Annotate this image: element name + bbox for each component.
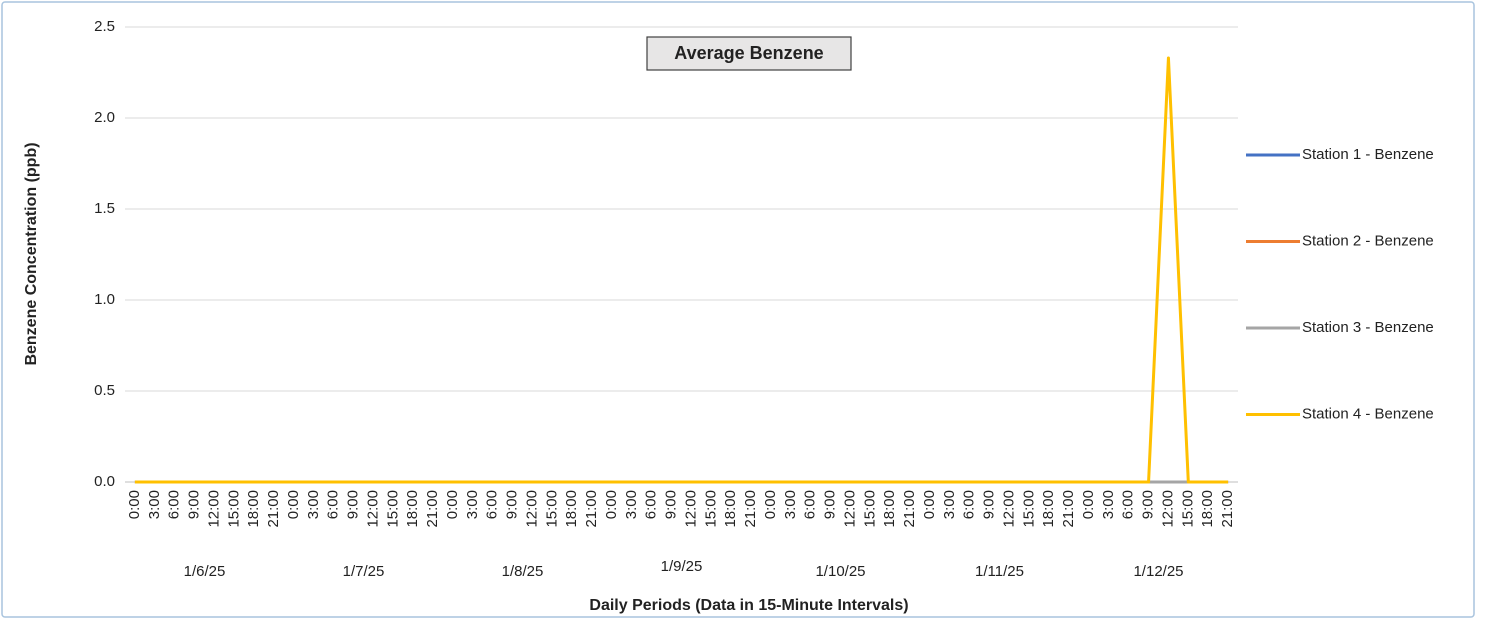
x-tick-label: 3:00 — [305, 490, 322, 519]
y-axis-label: Benzene Concentration (ppb) — [23, 142, 40, 365]
legend-label: Station 1 - Benzene — [1302, 146, 1434, 163]
x-tick-label: 18:00 — [881, 490, 898, 528]
x-tick-label: 9:00 — [345, 490, 362, 519]
x-tick-label: 0:00 — [285, 490, 302, 519]
x-tick-label: 3:00 — [782, 490, 799, 519]
x-tick-label: 6:00 — [166, 490, 183, 519]
x-tick-label: 6:00 — [961, 490, 978, 519]
y-tick-label: 2.0 — [94, 109, 115, 126]
series-line — [134, 56, 1229, 484]
x-tick-label: 15:00 — [1020, 490, 1037, 528]
x-tick-label: 0:00 — [1080, 490, 1097, 519]
x-tick-label: 15:00 — [861, 490, 878, 528]
x-tick-label: 6:00 — [802, 490, 819, 519]
x-tick-label: 0:00 — [444, 490, 461, 519]
x-tick-label: 3:00 — [146, 490, 163, 519]
x-tick-label: 15:00 — [225, 490, 242, 528]
x-tick-label: 12:00 — [1000, 490, 1017, 528]
legend-label: Station 3 - Benzene — [1302, 319, 1434, 336]
day-label: 1/8/25 — [502, 563, 544, 580]
x-tick-label: 12:00 — [364, 490, 381, 528]
x-tick-label: 9:00 — [822, 490, 839, 519]
x-tick-label: 21:00 — [583, 490, 600, 528]
x-tick-label: 12:00 — [682, 490, 699, 528]
x-tick-label: 15:00 — [702, 490, 719, 528]
x-tick-label: 6:00 — [1120, 490, 1137, 519]
y-tick-label: 2.5 — [94, 18, 115, 35]
x-axis-label: Daily Periods (Data in 15-Minute Interva… — [589, 597, 908, 614]
x-tick-label: 6:00 — [325, 490, 342, 519]
x-tick-label: 12:00 — [205, 490, 222, 528]
x-tick-label: 21:00 — [1060, 490, 1077, 528]
day-label: 1/10/25 — [815, 563, 865, 580]
x-tick-label: 21:00 — [742, 490, 759, 528]
day-label: 1/6/25 — [184, 563, 226, 580]
day-label: 1/9/25 — [661, 558, 703, 575]
legend-label: Station 2 - Benzene — [1302, 232, 1434, 249]
x-tick-label: 21:00 — [901, 490, 918, 528]
x-tick-label: 18:00 — [404, 490, 421, 528]
y-tick-label: 1.5 — [94, 200, 115, 217]
y-tick-label: 0.5 — [94, 382, 115, 399]
x-tick-label: 3:00 — [464, 490, 481, 519]
title-box — [646, 36, 852, 71]
x-tick-label: 18:00 — [1199, 490, 1216, 528]
x-tick-label: 0:00 — [921, 490, 938, 519]
x-tick-label: 21:00 — [424, 490, 441, 528]
x-tick-label: 21:00 — [265, 490, 282, 528]
day-label: 1/11/25 — [975, 563, 1024, 580]
x-tick-label: 21:00 — [1219, 490, 1236, 528]
x-tick-label: 12:00 — [1159, 490, 1176, 528]
x-tick-label: 12:00 — [841, 490, 858, 528]
x-tick-label: 3:00 — [1100, 490, 1117, 519]
x-tick-label: 3:00 — [941, 490, 958, 519]
x-tick-label: 0:00 — [603, 490, 620, 519]
x-tick-label: 9:00 — [1140, 490, 1157, 519]
x-tick-label: 9:00 — [981, 490, 998, 519]
x-tick-label: 6:00 — [484, 490, 501, 519]
x-tick-label: 18:00 — [245, 490, 262, 528]
x-tick-label: 0:00 — [762, 490, 779, 519]
x-tick-label: 3:00 — [623, 490, 640, 519]
y-tick-label: 1.0 — [94, 291, 115, 308]
x-tick-label: 15:00 — [1179, 490, 1196, 528]
x-tick-label: 18:00 — [722, 490, 739, 528]
x-tick-label: 12:00 — [523, 490, 540, 528]
legend-label: Station 4 - Benzene — [1302, 405, 1434, 422]
day-label: 1/12/25 — [1133, 563, 1183, 580]
x-tick-label: 0:00 — [126, 490, 143, 519]
day-label: 1/7/25 — [343, 563, 385, 580]
x-tick-label: 9:00 — [663, 490, 680, 519]
chart-frame — [1, 1, 1475, 618]
y-tick-label: 0.0 — [94, 473, 115, 490]
x-tick-label: 18:00 — [563, 490, 580, 528]
x-tick-label: 9:00 — [186, 490, 203, 519]
x-tick-label: 6:00 — [643, 490, 660, 519]
x-tick-label: 15:00 — [543, 490, 560, 528]
chart-title: Average Benzene — [674, 43, 823, 63]
x-tick-label: 9:00 — [504, 490, 521, 519]
x-tick-label: 15:00 — [384, 490, 401, 528]
x-tick-label: 18:00 — [1040, 490, 1057, 528]
